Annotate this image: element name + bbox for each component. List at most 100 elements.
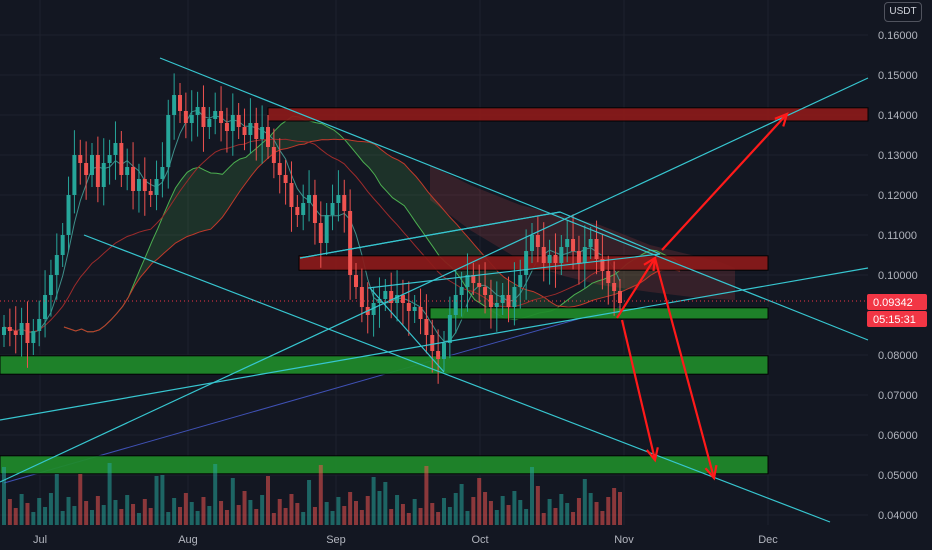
ma-fast-line bbox=[3, 109, 621, 342]
candle-body bbox=[37, 319, 42, 331]
volume-bar bbox=[547, 499, 552, 525]
candle-body bbox=[178, 95, 182, 111]
volume-bar bbox=[148, 508, 153, 525]
candle-body bbox=[494, 303, 499, 307]
price-tick-label: 0.11000 bbox=[878, 230, 917, 242]
volume-bar bbox=[213, 464, 218, 525]
volume-bar bbox=[166, 512, 171, 525]
volume-bar bbox=[307, 480, 312, 525]
volume-bar bbox=[465, 511, 470, 525]
candle-body bbox=[377, 299, 382, 303]
candle-body bbox=[31, 331, 36, 343]
candle-body bbox=[535, 235, 540, 247]
candle-body bbox=[72, 155, 77, 195]
volume-bar bbox=[54, 474, 59, 525]
candle-body bbox=[125, 167, 130, 175]
volume-bar bbox=[506, 505, 511, 525]
volume-bar bbox=[442, 498, 446, 525]
candle-body bbox=[436, 351, 441, 359]
time-tick-label: Dec bbox=[758, 534, 778, 546]
trendlines bbox=[0, 57, 869, 523]
volume-bar bbox=[412, 499, 417, 525]
volume-bar bbox=[348, 492, 353, 525]
candle-body bbox=[219, 111, 224, 123]
volume-bar bbox=[524, 509, 529, 525]
candle-body bbox=[571, 239, 576, 251]
volume-bar bbox=[395, 495, 400, 525]
volume-bar bbox=[571, 512, 576, 525]
volume-bar bbox=[160, 475, 165, 525]
volume-bar bbox=[330, 511, 335, 525]
candle-body bbox=[66, 195, 71, 235]
candle-body bbox=[2, 327, 6, 335]
volume-bar bbox=[283, 508, 288, 525]
price-tick-label: 0.14000 bbox=[878, 110, 918, 122]
trendline bbox=[159, 57, 869, 341]
volume-bar bbox=[178, 507, 182, 525]
candle-body bbox=[119, 143, 124, 175]
trendline bbox=[0, 267, 869, 421]
candle-body bbox=[483, 287, 488, 295]
volume-bar bbox=[31, 512, 36, 525]
volume-bar bbox=[606, 497, 611, 525]
candle-body bbox=[424, 319, 429, 335]
volume-bar bbox=[588, 493, 593, 525]
volume-bar bbox=[541, 513, 546, 525]
price-axis[interactable]: 0.16000 0.15000 0.14000 0.13000 0.12000 0.110… bbox=[878, 30, 918, 522]
resistance-zone bbox=[267, 107, 869, 122]
volume-bar bbox=[295, 503, 300, 525]
candle-body bbox=[54, 255, 59, 275]
price-tick-label: 0.05000 bbox=[878, 470, 918, 482]
volume-bar bbox=[266, 476, 270, 525]
candle-body bbox=[342, 195, 347, 211]
volume-bar bbox=[195, 511, 200, 525]
trendline bbox=[367, 253, 661, 289]
volume-bar bbox=[471, 497, 476, 525]
price-tick-label: 0.04000 bbox=[878, 510, 918, 522]
candle-body bbox=[95, 155, 100, 187]
volume-bar bbox=[354, 501, 358, 525]
volume-bar bbox=[424, 466, 429, 525]
candle-body bbox=[359, 287, 364, 307]
candle-body bbox=[348, 211, 353, 275]
volume-bar bbox=[107, 463, 112, 525]
arrow-up-to-target bbox=[661, 113, 788, 251]
volume-bar bbox=[2, 467, 6, 525]
wedge-lower-line bbox=[369, 287, 445, 373]
candle-body bbox=[248, 123, 253, 135]
candle-body bbox=[354, 275, 358, 287]
volume-bar bbox=[201, 497, 206, 525]
time-axis[interactable]: Jul Aug Sep Oct Nov Dec bbox=[33, 534, 778, 546]
volume-bar bbox=[189, 502, 194, 525]
candle-body bbox=[518, 275, 523, 287]
candle-body bbox=[78, 155, 83, 163]
volume-bars bbox=[2, 463, 622, 525]
candle-body bbox=[488, 295, 493, 307]
volume-bar bbox=[95, 496, 100, 525]
candle-body bbox=[236, 115, 241, 127]
currency-badge[interactable]: USDT bbox=[884, 2, 922, 22]
volume-bar bbox=[207, 506, 212, 525]
volume-bar bbox=[230, 478, 235, 525]
volume-bar bbox=[500, 496, 505, 525]
volume-bar bbox=[271, 513, 276, 525]
volume-bar bbox=[113, 500, 118, 525]
time-tick-label: Sep bbox=[326, 534, 346, 546]
candle-body bbox=[13, 331, 18, 335]
arrow-down-to-support-head bbox=[645, 447, 659, 463]
candle-body bbox=[430, 335, 435, 351]
candle-body bbox=[201, 107, 206, 127]
candle-body bbox=[453, 295, 458, 315]
arrow-down-to-low bbox=[653, 257, 716, 479]
volume-bar bbox=[406, 513, 411, 525]
candle-body bbox=[447, 315, 452, 343]
long-ma-line bbox=[3, 306, 621, 484]
arrow-up-to-target-head bbox=[774, 112, 789, 127]
volume-bar bbox=[260, 495, 265, 525]
volume-bar bbox=[383, 482, 388, 525]
volume-bar bbox=[19, 494, 24, 525]
candle-body bbox=[101, 163, 106, 187]
candle-body bbox=[289, 183, 294, 207]
volume-bar bbox=[518, 500, 523, 525]
